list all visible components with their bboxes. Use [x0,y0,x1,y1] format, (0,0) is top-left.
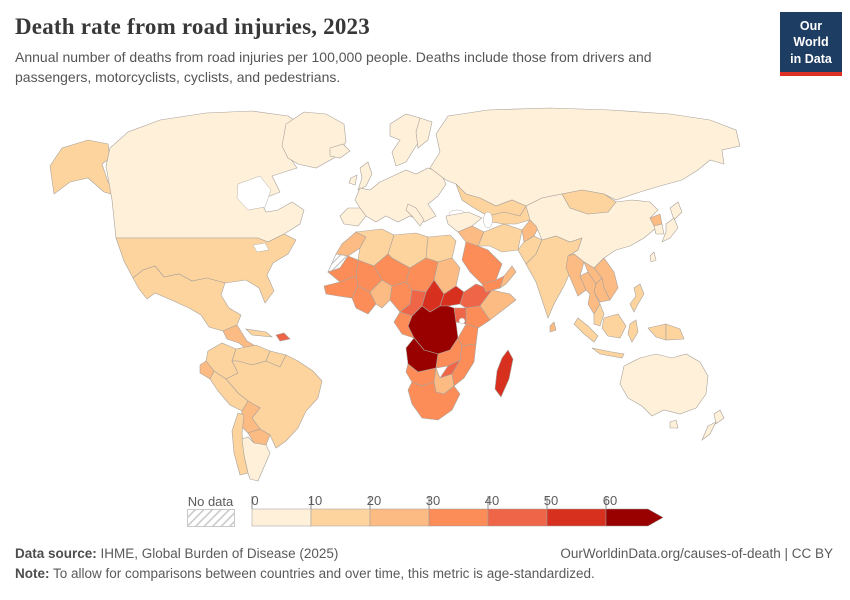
page-title: Death rate from road injuries, 2023 [15,14,370,39]
country-iberia[interactable] [340,208,366,226]
country-mongolia[interactable] [562,190,616,214]
legend-bin-40-50[interactable] [487,508,548,527]
country-argentina[interactable] [242,437,270,481]
country-iran[interactable] [478,224,522,252]
country-oman[interactable] [500,266,516,288]
chart-header: Death rate from road injuries, 2023 Annu… [15,14,755,88]
country-indonesia-java[interactable] [592,348,624,358]
country-cambodia[interactable] [594,278,610,302]
country-tanzania[interactable] [458,324,478,346]
country-central-western-europe[interactable] [355,168,446,222]
legend-tick-label-10: 10 [308,493,322,508]
country-ireland[interactable] [349,175,357,185]
legend-bin-60-plus-arrow[interactable] [605,508,664,527]
data-source-label: Data source: [15,546,97,561]
country-iceland[interactable] [330,144,350,158]
country-somalia[interactable] [480,290,516,320]
legend-tick-label-50: 50 [544,493,558,508]
legend-bin-30-40[interactable] [428,508,489,527]
country-philippines[interactable] [630,284,644,312]
country-south-korea[interactable] [654,224,664,234]
country-tasmania[interactable] [670,420,678,428]
legend-tick-label-30: 30 [426,493,440,508]
country-new-zealand-north[interactable] [714,410,724,424]
country-new-zealand-south[interactable] [702,422,716,440]
legend-no-data-swatch[interactable] [187,509,235,527]
legend-tick-label-0: 0 [251,493,258,508]
country-italy[interactable] [406,204,424,226]
legend-tick-label-60: 60 [603,493,617,508]
owid-url-license-link[interactable]: OurWorldinData.org/causes-of-death | CC … [560,546,833,561]
owid-logo[interactable]: Our World in Data [780,12,842,76]
color-scale-legend: 0 10 20 30 40 50 60 [251,493,664,527]
legend-bin-0-10[interactable] [251,508,312,527]
chart-footer: Data source: IHME, Global Burden of Dise… [15,546,833,581]
country-canada[interactable] [106,111,306,242]
owid-logo-box: Our World in Data [780,12,842,72]
note-value: To allow for comparisons between countri… [49,566,595,581]
legend-tick-label-20: 20 [367,493,381,508]
country-haiti[interactable] [276,333,290,341]
owid-logo-line1: Our World [793,19,829,50]
country-japan-honshu[interactable] [662,218,678,242]
chart-subtitle: Annual number of deaths from road injuri… [15,49,652,85]
hudson-bay [236,175,272,211]
country-madagascar[interactable] [495,350,513,397]
note-label: Note: [15,566,50,581]
legend-bin-10-20[interactable] [310,508,371,527]
country-indonesia-sumatra[interactable] [574,318,598,342]
owid-logo-red-strip [780,71,842,76]
data-source-value: IHME, Global Burden of Disease (2025) [96,546,339,561]
country-sri-lanka[interactable] [550,322,556,332]
country-scandinavia[interactable] [390,114,426,166]
country-cuba[interactable] [246,329,272,337]
country-malaysia[interactable] [594,304,604,326]
legend-no-data-label: No data [187,494,234,509]
great-lakes [252,242,270,253]
country-united-kingdom[interactable] [358,162,372,190]
country-taiwan[interactable] [650,252,656,262]
legend-bin-50-60[interactable] [546,508,607,527]
world-choropleth-map [10,104,790,489]
country-indonesia-borneo[interactable] [602,314,626,338]
caspian-sea [483,211,493,229]
country-japan-hokkaido[interactable] [670,202,682,220]
country-indonesia-papua[interactable] [648,324,666,340]
country-australia[interactable] [620,354,708,416]
country-alaska[interactable] [50,140,118,196]
country-finland[interactable] [416,118,432,148]
country-papua-new-guinea[interactable] [666,324,684,340]
data-source-line: Data source: IHME, Global Burden of Dise… [15,546,338,561]
owid-logo-line2: in Data [790,51,832,66]
legend-bin-20-30[interactable] [369,508,430,527]
legend-tick-label-40: 40 [485,493,499,508]
country-mexico[interactable] [133,266,241,331]
country-ecuador[interactable] [200,361,214,379]
country-indonesia-sulawesi[interactable] [628,320,638,342]
country-south-africa[interactable] [408,382,460,420]
lake-victoria [458,317,466,325]
country-greenland[interactable] [282,112,346,168]
